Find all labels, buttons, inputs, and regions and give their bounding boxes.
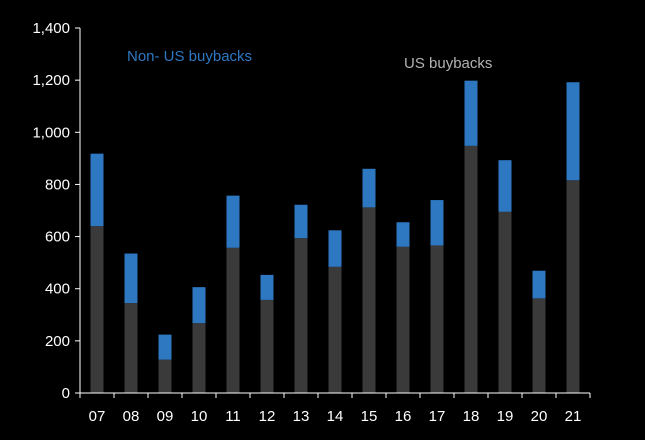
x-tick-label: 21 bbox=[565, 408, 582, 425]
y-tick-label: 200 bbox=[45, 333, 70, 350]
bar-us-buybacks-15 bbox=[362, 207, 376, 393]
bar-non-us-buybacks-13 bbox=[294, 204, 308, 239]
x-tick-label: 18 bbox=[463, 408, 480, 425]
bar-non-us-buybacks-18 bbox=[464, 80, 478, 146]
y-tick-label: 1,000 bbox=[32, 124, 70, 141]
y-tick-label: 400 bbox=[45, 281, 70, 298]
bar-us-buybacks-19 bbox=[498, 211, 512, 393]
x-tick-label: 20 bbox=[531, 408, 548, 425]
x-tick-label: 15 bbox=[361, 408, 378, 425]
bar-us-buybacks-08 bbox=[124, 303, 138, 393]
x-tick-label: 16 bbox=[395, 408, 412, 425]
bar-us-buybacks-17 bbox=[430, 245, 444, 393]
x-tick-label: 14 bbox=[327, 408, 344, 425]
bar-non-us-buybacks-19 bbox=[498, 160, 512, 212]
bar-us-buybacks-20 bbox=[532, 298, 546, 393]
bar-us-buybacks-18 bbox=[464, 145, 478, 393]
bars-layer bbox=[90, 80, 580, 393]
bar-us-buybacks-11 bbox=[226, 247, 240, 393]
bar-non-us-buybacks-11 bbox=[226, 195, 240, 248]
x-tick-label: 10 bbox=[191, 408, 208, 425]
bar-non-us-buybacks-10 bbox=[192, 287, 206, 324]
bar-us-buybacks-14 bbox=[328, 266, 342, 393]
bar-us-buybacks-10 bbox=[192, 323, 206, 393]
bar-us-buybacks-09 bbox=[158, 359, 172, 393]
x-tick-label: 07 bbox=[89, 408, 106, 425]
y-tick-label: 600 bbox=[45, 229, 70, 246]
x-tick-label: 09 bbox=[157, 408, 174, 425]
bar-non-us-buybacks-08 bbox=[124, 253, 138, 304]
bar-non-us-buybacks-07 bbox=[90, 153, 104, 227]
bar-us-buybacks-21 bbox=[566, 180, 580, 393]
x-tick-label: 11 bbox=[225, 408, 241, 425]
x-tick-label: 12 bbox=[259, 408, 276, 425]
bar-us-buybacks-12 bbox=[260, 299, 274, 393]
bar-non-us-buybacks-12 bbox=[260, 274, 274, 300]
bar-non-us-buybacks-20 bbox=[532, 270, 546, 299]
x-ticks: 07 08 09 10 11 12 13 14 15 16 17 18 19 20 21 bbox=[79, 393, 591, 425]
bar-us-buybacks-07 bbox=[90, 226, 104, 393]
y-tick-label: 1,200 bbox=[32, 72, 70, 89]
y-tick-label: 0 bbox=[62, 385, 70, 402]
bar-non-us-buybacks-15 bbox=[362, 168, 376, 208]
y-tick-label: 800 bbox=[45, 176, 70, 193]
x-tick-label: 08 bbox=[123, 408, 140, 425]
x-tick-label: 19 bbox=[497, 408, 514, 425]
series-label-us-buybacks: US buybacks bbox=[404, 55, 492, 72]
bar-us-buybacks-16 bbox=[396, 246, 410, 393]
bar-us-buybacks-13 bbox=[294, 238, 308, 393]
x-tick-label: 17 bbox=[429, 408, 446, 425]
series-label-non-us-buybacks: Non- US buybacks bbox=[127, 48, 252, 65]
bar-non-us-buybacks-09 bbox=[158, 334, 172, 360]
bar-non-us-buybacks-14 bbox=[328, 230, 342, 267]
y-tick-label: 1,400 bbox=[32, 20, 70, 37]
y-ticks: 0 200 400 600 800 1,000 1,200 1,400 bbox=[32, 20, 80, 402]
axes-layer bbox=[79, 28, 590, 394]
bar-non-us-buybacks-21 bbox=[566, 82, 580, 181]
bar-non-us-buybacks-16 bbox=[396, 222, 410, 247]
bar-non-us-buybacks-17 bbox=[430, 200, 444, 246]
x-tick-label: 13 bbox=[293, 408, 310, 425]
